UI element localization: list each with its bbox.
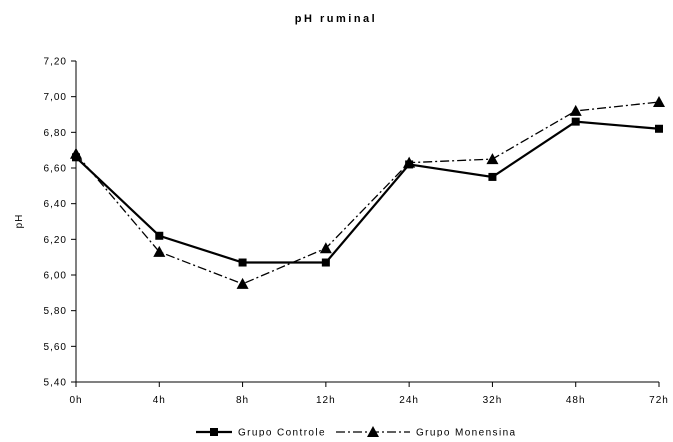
data-point — [571, 117, 580, 126]
x-tick-label: 72h — [649, 395, 669, 406]
series-line — [75, 120, 660, 264]
x-tick-label: 32h — [483, 395, 503, 406]
y-tick-label: 5,60 — [44, 342, 67, 353]
y-axis-title: pH — [14, 214, 25, 229]
y-tick-label: 6,20 — [44, 235, 67, 246]
x-tick-label: 4h — [153, 395, 166, 406]
data-point — [155, 231, 164, 240]
x-tick-label: 48h — [566, 395, 586, 406]
legend: Grupo Controle Grupo Monensina — [196, 426, 517, 439]
data-point — [319, 242, 332, 254]
y-tick-label: 5,80 — [44, 306, 67, 317]
chart-title: pH ruminal — [295, 13, 377, 25]
data-point — [238, 258, 247, 267]
data-point — [153, 245, 166, 257]
x-tick-label: 24h — [399, 395, 419, 406]
y-tick-label: 5,40 — [44, 378, 67, 389]
y-tick-label: 7,00 — [44, 92, 67, 103]
x-tick-label: 0h — [69, 395, 82, 406]
y-tick-label: 6,80 — [44, 128, 67, 139]
y-tick-label: 6,00 — [44, 271, 67, 282]
x-tick-label: 8h — [236, 395, 249, 406]
axes-group: 5,40 5,60 5,80 6,00 6,20 6,40 6,60 6,80 7,00 7,20… — [44, 57, 669, 407]
series-line — [75, 101, 660, 285]
y-tick-label: 7,20 — [44, 57, 67, 68]
series-controle — [72, 117, 663, 267]
legend-label-monensina: Grupo Monensina — [416, 428, 517, 438]
data-point — [236, 277, 249, 289]
series-monensina — [70, 96, 665, 289]
legend-marker-controle — [210, 428, 218, 436]
legend-marker-monensina — [367, 426, 379, 437]
data-point — [72, 153, 80, 162]
data-point — [405, 160, 414, 169]
series-layer — [70, 96, 665, 289]
y-tick-label: 6,40 — [44, 199, 67, 210]
y-tick-label: 6,60 — [44, 164, 67, 175]
x-tick-label: 12h — [316, 395, 336, 406]
legend-label-controle: Grupo Controle — [238, 428, 326, 438]
data-point — [569, 104, 582, 116]
data-point — [655, 124, 663, 133]
data-point — [321, 258, 330, 267]
data-point — [488, 172, 497, 181]
data-point — [486, 153, 499, 165]
data-point — [653, 96, 665, 108]
